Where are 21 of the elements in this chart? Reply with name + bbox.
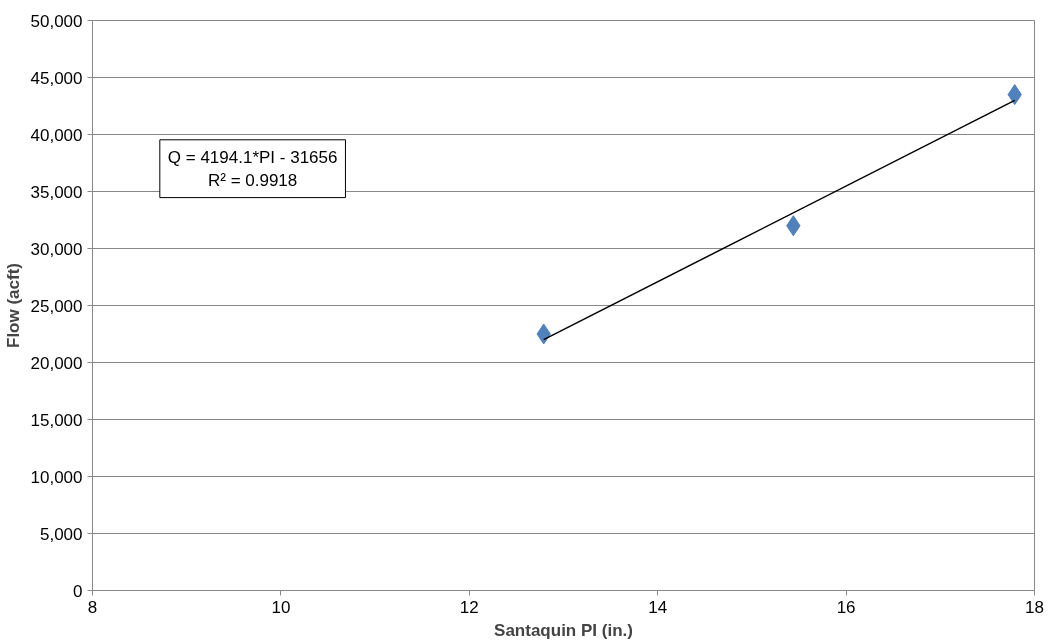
x-tick-label: 18 [1025,597,1044,617]
x-tick-label: 8 [87,597,98,617]
y-tick-label: 30,000 [30,239,83,259]
y-axis-title: Flow (acft) [3,263,23,348]
y-tick-label: 25,000 [30,296,83,316]
y-tick-label: 45,000 [30,68,83,88]
y-tick-label: 50,000 [30,11,83,31]
y-tick-label: 20,000 [30,353,83,373]
y-tick-label: 35,000 [30,182,83,202]
y-tick-label: 40,000 [30,125,83,145]
x-tick-label: 16 [836,597,856,617]
x-axis-title: Santaquin PI (in.) [494,620,633,640]
annotation: R² = 0.9918 [207,170,298,190]
x-tick-label: 12 [459,597,479,617]
y-tick-label: 15,000 [30,410,83,430]
x-tick-label: 10 [271,597,291,617]
annotation: Q = 4194.1*PI - 31656 [167,147,338,167]
y-tick-label: 5,000 [39,524,83,544]
y-tick-label: 0 [73,581,83,601]
y-tick-label: 10,000 [30,467,83,487]
x-tick-label: 14 [648,597,668,617]
